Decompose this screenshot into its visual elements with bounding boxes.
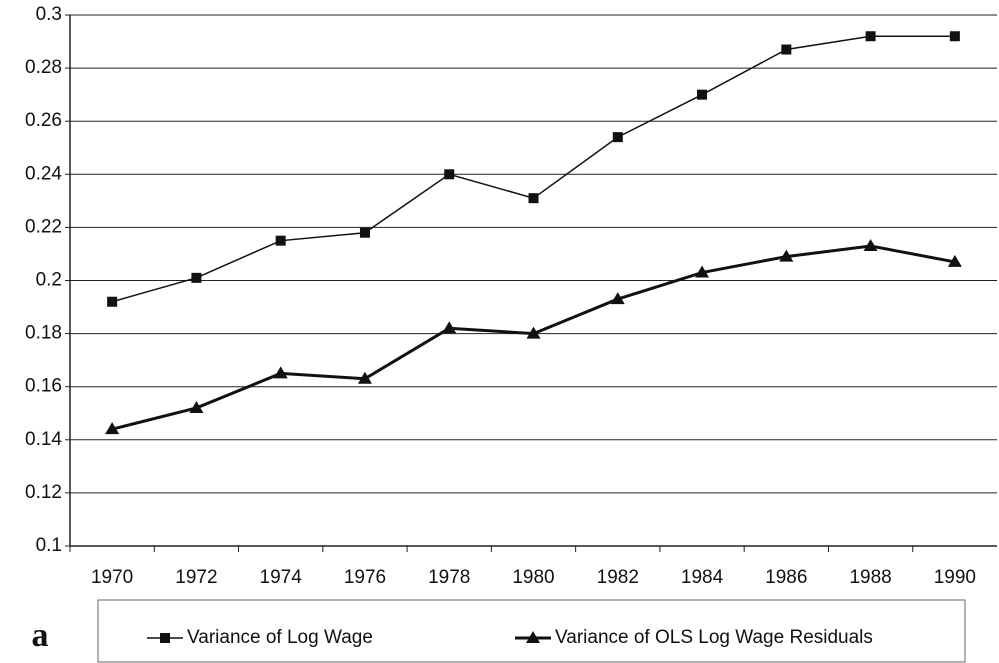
marker-triangle (863, 238, 878, 251)
x-tick-label: 1982 (597, 567, 639, 588)
y-tick-label: 0.3 (36, 4, 62, 25)
x-tick-label: 1976 (344, 567, 386, 588)
panel-label: a (32, 617, 49, 654)
x-tick-label: 1984 (681, 567, 724, 588)
marker-triangle (779, 249, 794, 262)
x-tick-label: 1970 (91, 567, 133, 588)
marker-triangle (695, 265, 710, 278)
y-tick-label: 0.2 (36, 270, 62, 291)
x-tick-label: 1974 (260, 567, 303, 588)
legend-marker (160, 633, 170, 643)
legend-label: Variance of OLS Log Wage Residuals (555, 627, 873, 648)
y-tick-label: 0.16 (25, 376, 62, 397)
marker-square (275, 235, 286, 246)
x-tick-label: 1978 (428, 567, 470, 588)
x-tick-label: 1988 (849, 567, 891, 588)
series-line (111, 35, 955, 303)
y-tick-label: 0.26 (25, 110, 62, 131)
marker-triangle (442, 321, 457, 334)
marker-square (865, 31, 876, 42)
marker-square (107, 296, 118, 307)
x-tick-label: 1990 (934, 567, 976, 588)
y-tick-label: 0.18 (25, 323, 62, 344)
marker-triangle (105, 422, 120, 435)
y-tick-label: 0.22 (25, 216, 62, 237)
legend-marker (526, 631, 540, 643)
x-tick-label: 1980 (512, 567, 554, 588)
y-tick-label: 0.24 (25, 163, 62, 184)
marker-square (444, 169, 455, 180)
y-tick-label: 0.28 (25, 57, 62, 78)
x-tick-label: 1972 (175, 567, 217, 588)
marker-square (949, 31, 960, 42)
y-tick-label: 0.1 (36, 535, 62, 556)
legend-box (97, 599, 966, 663)
x-tick-label: 1986 (765, 567, 807, 588)
marker-triangle (947, 254, 962, 267)
marker-triangle (273, 366, 288, 379)
marker-square (191, 272, 202, 283)
marker-square (528, 193, 539, 204)
y-tick-label: 0.14 (25, 429, 62, 450)
marker-square (612, 132, 623, 143)
legend-label: Variance of Log Wage (187, 627, 373, 648)
marker-triangle (357, 371, 372, 384)
marker-square (697, 89, 708, 100)
marker-square (781, 44, 792, 55)
marker-square (359, 227, 370, 238)
marker-triangle (526, 326, 541, 339)
y-tick-label: 0.12 (25, 482, 62, 503)
marker-triangle (189, 400, 204, 413)
marker-triangle (610, 292, 625, 305)
